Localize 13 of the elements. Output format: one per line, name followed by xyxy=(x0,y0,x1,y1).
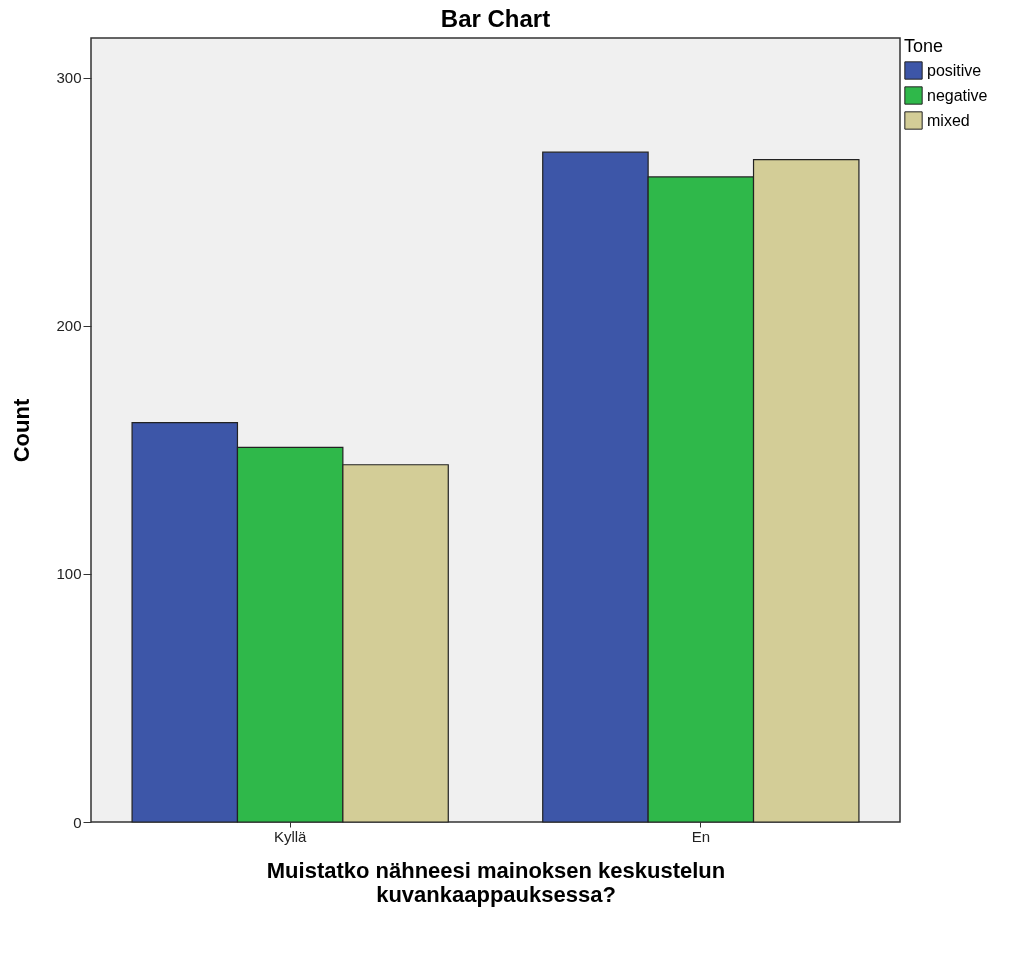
legend-label: positive xyxy=(927,61,982,79)
y-tick-label: 100 xyxy=(56,565,82,583)
x-tick-label: Kyllä xyxy=(273,827,308,845)
legend-title: Tone xyxy=(904,36,944,56)
chart-title: Bar Chart xyxy=(440,5,551,32)
x-axis-title: Muistatko nähneesi mainoksen keskustelun kuvankaappauksessa? xyxy=(266,857,726,907)
y-tick-label: 300 xyxy=(56,69,82,87)
y-axis-title: Count xyxy=(9,398,35,463)
legend-label: mixed xyxy=(927,111,970,129)
x-tick-label: En xyxy=(691,827,711,845)
y-tick-label: 0 xyxy=(73,813,82,831)
y-tick-label: 200 xyxy=(56,317,82,335)
legend-label: negative xyxy=(927,86,988,104)
